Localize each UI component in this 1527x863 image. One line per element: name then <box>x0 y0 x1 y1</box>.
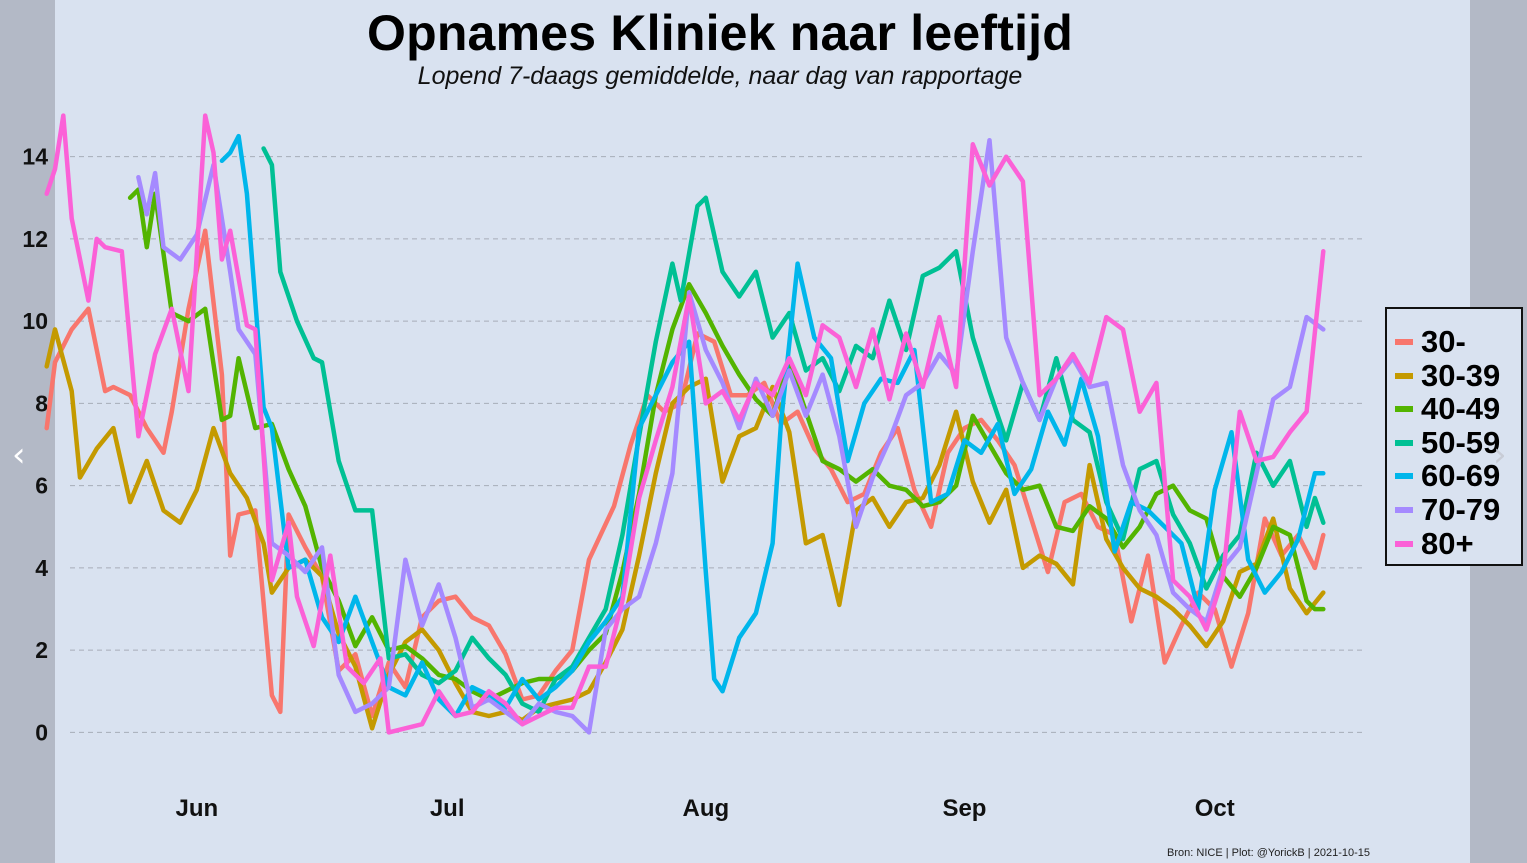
y-tick-label: 10 <box>22 308 48 334</box>
y-tick-label: 12 <box>22 226 48 252</box>
y-tick-label: 0 <box>35 719 48 745</box>
y-tick-label: 2 <box>35 637 48 663</box>
source-caption: Bron: NICE | Plot: @YorickB | 2021-10-15 <box>1167 847 1370 859</box>
legend-swatch <box>1395 372 1413 379</box>
legend-item: 30-39 <box>1395 357 1501 393</box>
x-axis-ticks: Jun Jul Aug Sep Oct <box>176 795 1235 822</box>
plot-background <box>55 0 1470 863</box>
legend-swatch <box>1395 507 1413 513</box>
y-tick-label: 14 <box>22 144 48 170</box>
legend-swatch <box>1395 540 1413 547</box>
legend-item: 50-59 <box>1395 424 1501 460</box>
legend-item: 40-49 <box>1395 391 1501 427</box>
legend-label: 80+ <box>1421 525 1474 561</box>
y-tick-label: 8 <box>35 390 48 416</box>
x-tick-label: Oct <box>1195 795 1235 822</box>
chevron-right-icon[interactable]: › <box>1493 435 1507 475</box>
chart-subtitle: Lopend 7-daags gemiddelde, naar dag van … <box>417 62 1023 90</box>
series-lines <box>44 113 1326 735</box>
legend-swatch <box>1395 406 1413 413</box>
legend-swatch <box>1395 339 1413 345</box>
legend-label: 30- <box>1421 324 1466 359</box>
x-tick-label: Sep <box>942 795 986 822</box>
series-line-80+ <box>44 113 1326 735</box>
legend-label: 70-79 <box>1421 492 1501 527</box>
y-axis-ticks: 0 2 4 6 8 10 12 14 <box>22 144 48 746</box>
x-tick-label: Jul <box>430 795 465 822</box>
legend-item: 30- <box>1395 324 1466 359</box>
legend-label: 30-39 <box>1421 357 1501 393</box>
legend-item: 70-79 <box>1395 492 1501 527</box>
series-line-50-59 <box>261 146 1326 715</box>
series-line-40-49 <box>127 187 1326 702</box>
y-tick-label: 4 <box>35 555 48 581</box>
series-line-30-39 <box>44 327 1326 731</box>
y-tick-label: 6 <box>35 473 48 499</box>
legend-swatch <box>1395 439 1413 446</box>
legend: 30- 30-39 40-49 50-59 60-69 70-79 80+ <box>1385 307 1523 566</box>
x-tick-label: Jun <box>176 795 219 822</box>
legend-label: 60-69 <box>1421 458 1501 494</box>
legend-swatch <box>1395 473 1413 480</box>
chart-title: Opnames Kliniek naar leeftijd <box>366 5 1074 61</box>
series-line-30- <box>44 228 1326 719</box>
legend-label: 40-49 <box>1421 391 1501 427</box>
chevron-left-icon[interactable]: ‹ <box>12 435 26 475</box>
legend-label: 50-59 <box>1421 424 1501 460</box>
legend-item: 80+ <box>1395 525 1474 561</box>
legend-item: 60-69 <box>1395 458 1501 494</box>
series-line-70-79 <box>136 137 1326 735</box>
x-tick-label: Aug <box>682 795 729 822</box>
